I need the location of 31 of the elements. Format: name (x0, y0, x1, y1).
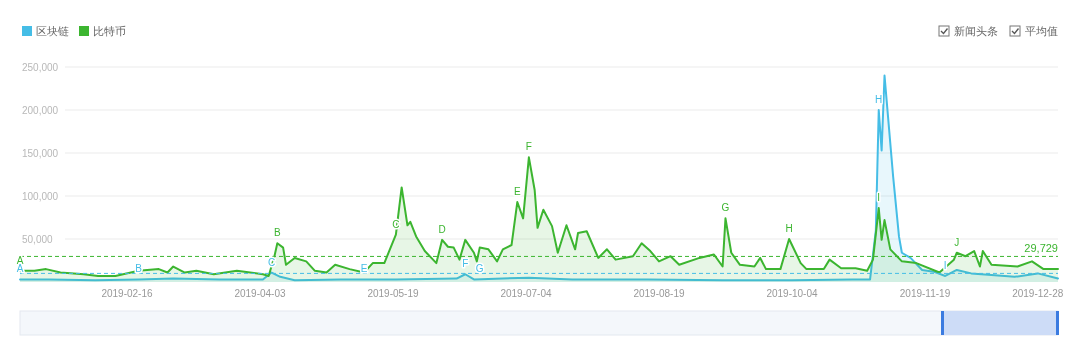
annotation: B (274, 227, 281, 239)
annotation: D (438, 223, 446, 235)
legend-label: 区块链 (36, 25, 69, 37)
x-tick-label: 2019-04-03 (234, 288, 286, 299)
toggle: 新闻头条 (938, 25, 998, 37)
annotation: G (721, 202, 730, 214)
toggle: 平均值 (1009, 25, 1058, 37)
annotation: I (877, 192, 881, 204)
annotation: A (16, 254, 24, 266)
y-tick-label: 200,000 (22, 105, 59, 116)
x-tick-label: 2019-11-19 (899, 288, 951, 299)
y-tick-label: 50,000 (22, 234, 54, 245)
annotation: H (875, 94, 883, 105)
annotation: F (462, 258, 469, 270)
x-tick-label: 2019-05-19 (367, 288, 419, 299)
annotation: J (954, 236, 960, 248)
x-tick-label: 2019-10-04 (766, 288, 819, 299)
annotation: E (514, 186, 521, 197)
x-tick-label: 2019-02-16 (101, 288, 153, 299)
annotation: I (943, 260, 947, 271)
ref-line-label: 29,729 (1024, 242, 1058, 255)
x-tick-label: 2019-08-19 (633, 288, 685, 299)
x-tick-label: 2019-12-28 (1012, 288, 1064, 299)
annotation: G (475, 263, 484, 275)
annotation: F (525, 141, 532, 153)
x-tick-label: 2019-07-04 (500, 288, 552, 299)
y-tick-label: 100,000 (22, 191, 59, 202)
y-tick-label: 250,000 (22, 62, 59, 73)
legend-label: 比特币 (93, 25, 126, 37)
y-tick-label: 150,000 (22, 148, 59, 159)
annotation: H (785, 223, 793, 234)
